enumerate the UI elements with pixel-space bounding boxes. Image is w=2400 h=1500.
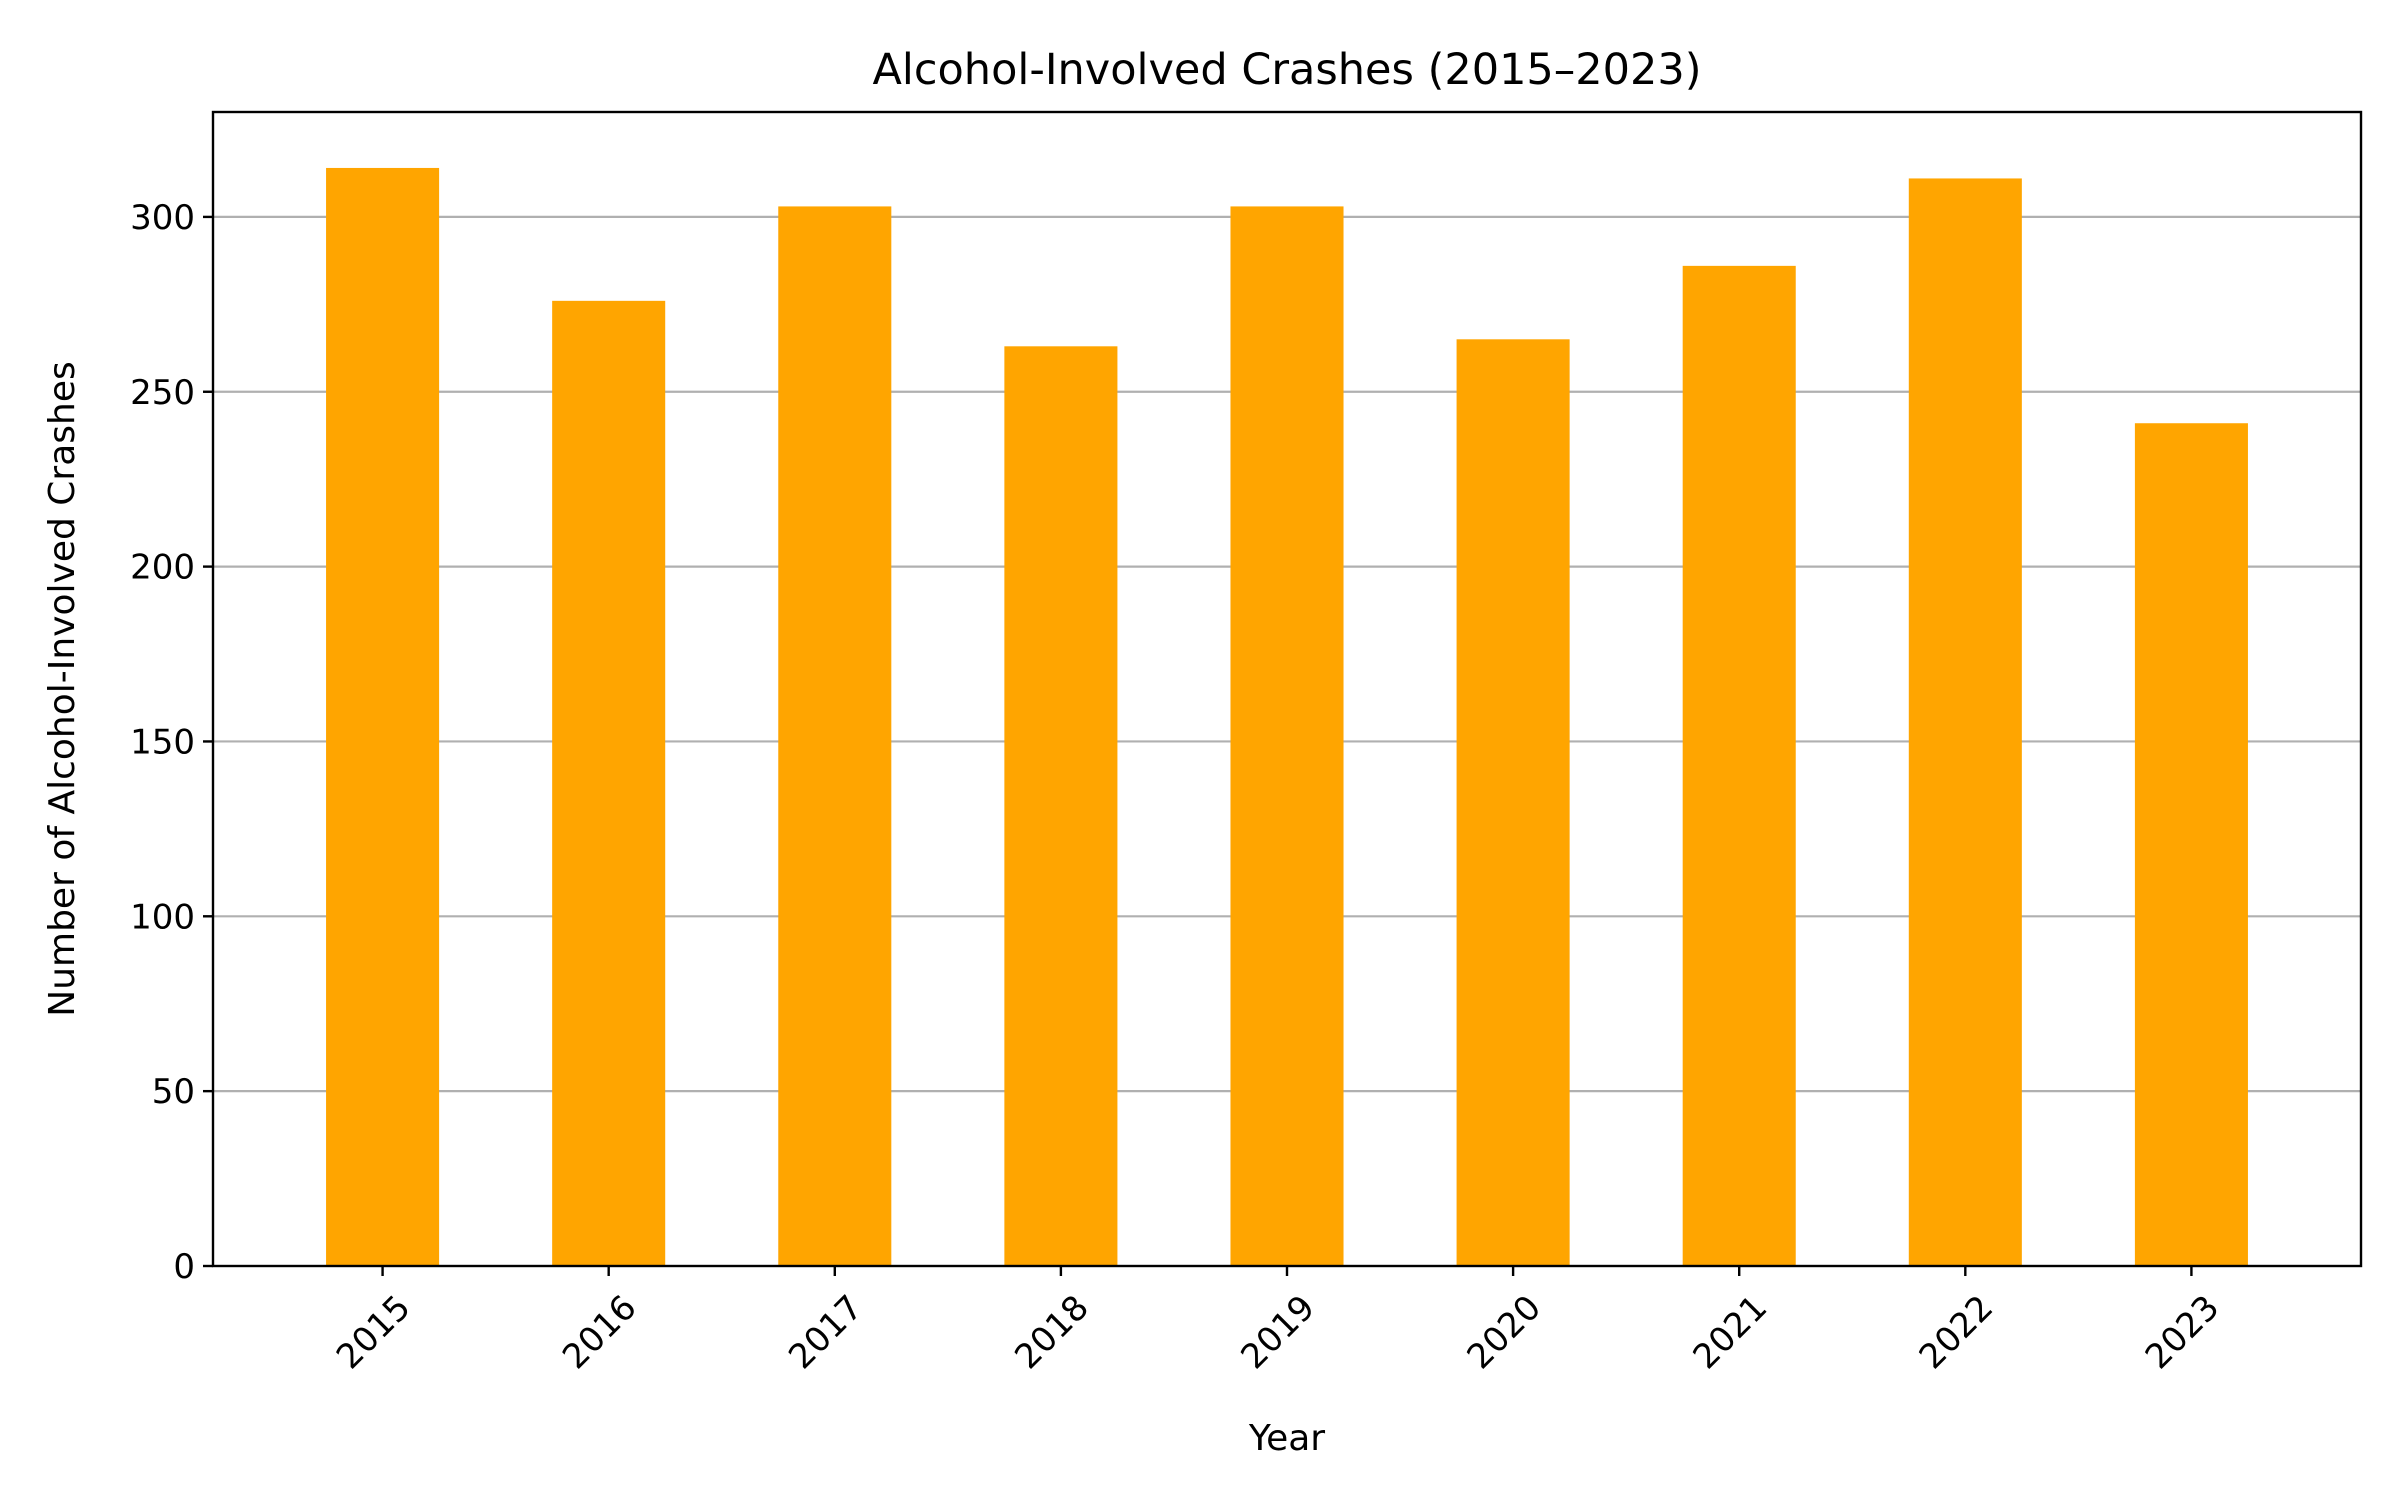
bar-2023	[2134, 423, 2248, 1266]
bars	[326, 167, 2248, 1267]
bar-2017	[778, 206, 892, 1266]
y-axis-ticks: 0 50 100 150 200 250 300	[130, 198, 213, 1287]
y-tick-label-150: 150	[130, 722, 195, 762]
y-tick-label-0: 0	[173, 1247, 195, 1287]
bar-2015	[326, 167, 440, 1266]
bar-2019	[1230, 206, 1344, 1266]
y-tick-label-300: 300	[130, 198, 195, 238]
y-tick-label-50: 50	[152, 1072, 195, 1112]
x-axis-title: Year	[1248, 1418, 1325, 1459]
y-axis-title: Number of Alcohol-Involved Crashes	[42, 361, 83, 1016]
y-tick-label-200: 200	[130, 548, 195, 588]
bar-2016	[552, 300, 666, 1266]
bar-2018	[1004, 346, 1118, 1266]
y-tick-label-250: 250	[130, 373, 195, 413]
y-tick-label-100: 100	[130, 897, 195, 937]
bar-2020	[1456, 339, 1570, 1266]
chart-title: Alcohol-Involved Crashes (2015–2023)	[873, 45, 1702, 95]
bar-2021	[1682, 265, 1796, 1266]
bar-2022	[1908, 178, 2022, 1267]
